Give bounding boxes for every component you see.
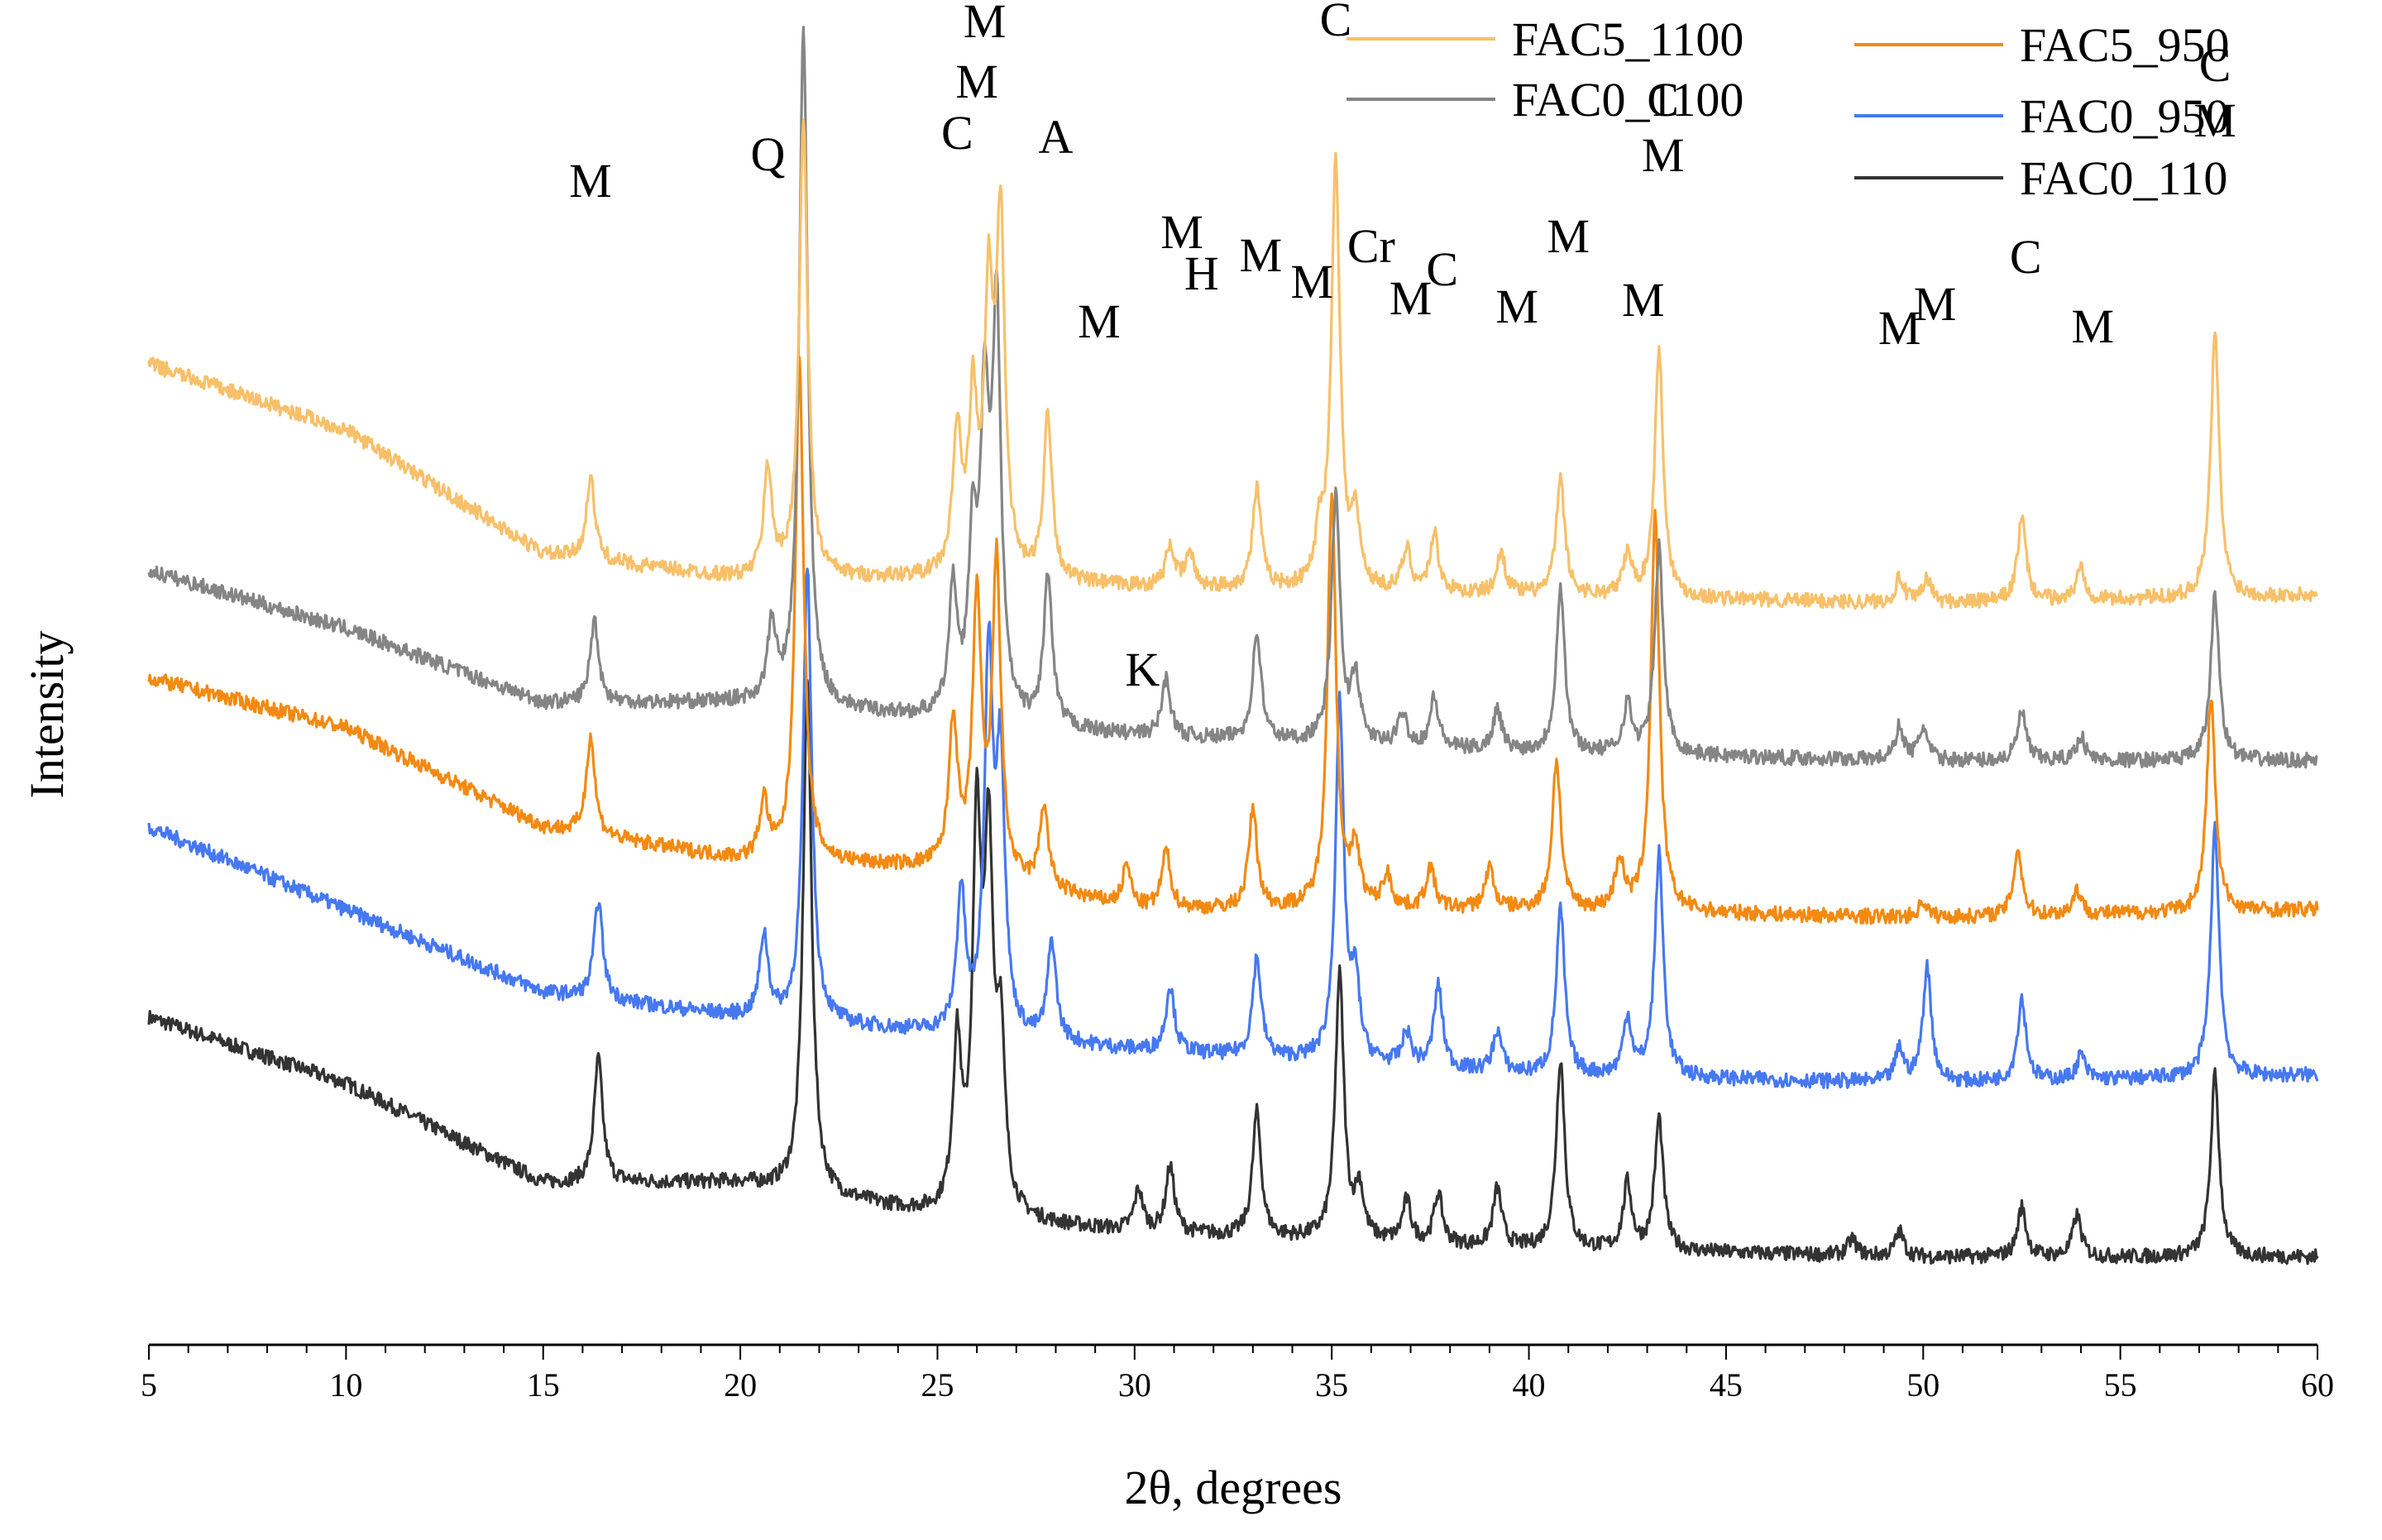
peak-label: A [1039, 110, 1074, 164]
series-line-fac5_1100 [147, 119, 2318, 610]
series-line-fac0_950 [147, 567, 2319, 1089]
peak-label: M [955, 55, 998, 108]
peak-label: M [1160, 205, 1203, 259]
peak-label: M [569, 154, 612, 208]
legend-item: FAC5_1100 [1346, 12, 1743, 66]
peak-label: M [1390, 271, 1433, 325]
x-tick-label: 25 [921, 1366, 954, 1404]
peak-label: C [1426, 242, 1458, 296]
y-axis-title: Intensity [20, 631, 74, 799]
peak-label: M [2071, 299, 2114, 353]
x-axis-title: 2θ, degrees [1125, 1461, 1342, 1514]
x-tick-label: 35 [1315, 1366, 1348, 1404]
legend: FAC5_1100 FAC0_1100 FAC5_950 FAC0_950 FAC0_1… [1346, 12, 2230, 205]
x-tick-label: 20 [724, 1366, 757, 1404]
legend-label: FAC0_950 [2020, 89, 2230, 143]
series-line-fac5_950 [147, 356, 2319, 925]
x-tick-label: 30 [1118, 1366, 1151, 1404]
peak-label: C [1647, 73, 1679, 127]
legend-item: FAC0_950 [1854, 89, 2230, 143]
x-tick-label: 60 [2301, 1366, 2334, 1404]
peak-label: M [1078, 294, 1121, 348]
peak-label: C [2199, 38, 2231, 92]
legend-item: FAC0_1100 [1346, 73, 1743, 127]
peak-annotations: MQCrQMMCAMMHMMCCrMCMMMCMMMCMCMK [569, 0, 2236, 696]
peak-label: M [1642, 128, 1685, 182]
legend-label: FAC5_950 [2020, 18, 2230, 72]
series-line-fac0_1100 [147, 26, 2318, 769]
x-tick-label: 50 [1906, 1366, 1940, 1404]
x-tick-label: 10 [329, 1366, 362, 1404]
peak-label: C [941, 106, 973, 160]
legend-label: FAC0_110 [2020, 151, 2227, 205]
peak-label: M [2193, 93, 2236, 147]
x-ticks: 5 10 15 20 25 30 35 40 45 50 55 60 [141, 1345, 2334, 1404]
legend-label: FAC5_1100 [1512, 12, 1743, 66]
series-line-fac0_110 [147, 679, 2319, 1265]
peak-label: M [964, 0, 1007, 48]
x-tick-label: 45 [1710, 1366, 1743, 1404]
peak-label: K [1125, 643, 1160, 696]
peak-label: M [1547, 209, 1590, 263]
x-tick-label: 5 [141, 1366, 157, 1404]
peak-label: Cr [1347, 219, 1395, 273]
peak-label: M [1240, 228, 1283, 282]
peak-label: M [1495, 280, 1538, 333]
x-tick-label: 55 [2104, 1366, 2137, 1404]
legend-item: FAC0_110 [1854, 151, 2227, 205]
peak-label: M [1622, 273, 1665, 327]
peak-label: M [1291, 255, 1334, 308]
peak-label: C [2010, 230, 2042, 284]
peak-label: C [1320, 0, 1352, 46]
series-layer [147, 26, 2319, 1265]
x-tick-label: 40 [1513, 1366, 1546, 1404]
legend-item: FAC5_950 [1854, 18, 2230, 72]
peak-label: H [1184, 246, 1219, 300]
peak-label: Q [751, 127, 786, 181]
peak-label: M [1914, 277, 1957, 331]
legend-label: FAC0_1100 [1512, 73, 1743, 127]
peak-label: M [1878, 301, 1921, 355]
x-tick-label: 15 [527, 1366, 560, 1404]
